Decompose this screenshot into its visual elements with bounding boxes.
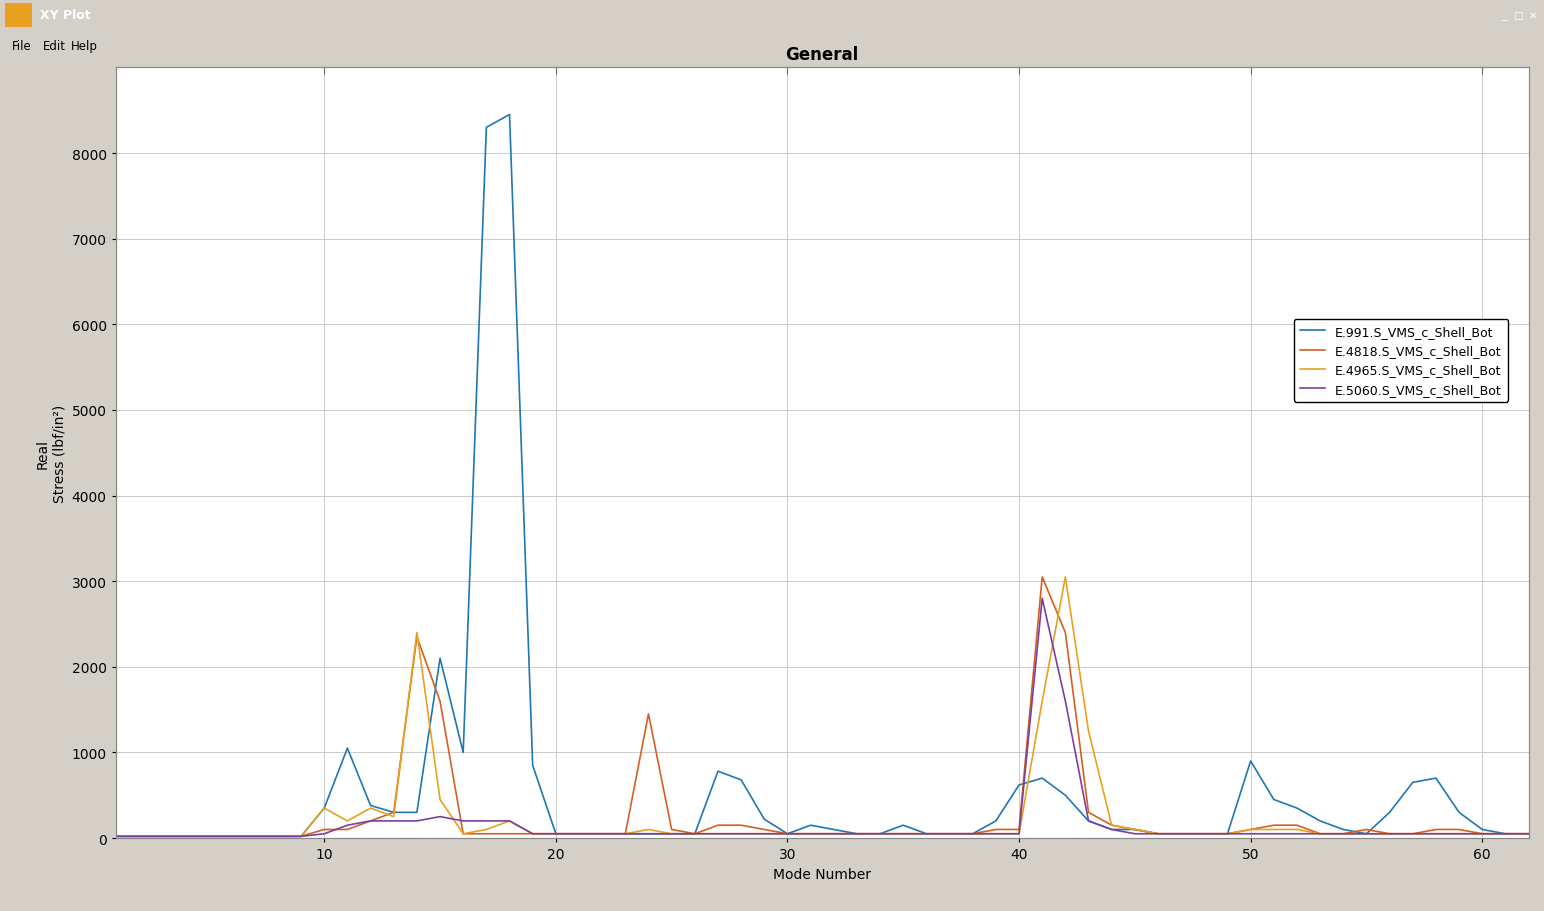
Text: XY Plot: XY Plot (40, 9, 91, 23)
Text: Edit: Edit (43, 40, 66, 54)
Text: _: _ (1501, 11, 1507, 21)
E.991.S_VMS_c_Shell_Bot (384, 807, 403, 818)
Legend: E.991.S_VMS_c_Shell_Bot, E.4818.S_VMS_c_Shell_Bot, E.4965.S_VMS_c_Shell_Bot, E.5: E.991.S_VMS_c_Shell_Bot, E.4818.S_VMS_c_… (1294, 319, 1508, 403)
E.991.S_VMS_c_Shell_Bot (1519, 828, 1538, 839)
E.5060.S_VMS_c_Shell_Bot (1357, 828, 1376, 839)
E.4818.S_VMS_c_Shell_Bot (477, 828, 496, 839)
E.4818.S_VMS_c_Shell_Bot (1033, 572, 1051, 583)
E.5060.S_VMS_c_Shell_Bot (1033, 593, 1051, 604)
E.991.S_VMS_c_Shell_Bot (1357, 828, 1376, 839)
E.4965.S_VMS_c_Shell_Bot (1519, 828, 1538, 839)
E.991.S_VMS_c_Shell_Bot (107, 831, 125, 842)
Bar (5, 4, 32, 28)
E.991.S_VMS_c_Shell_Bot (477, 123, 496, 134)
Title: General: General (786, 46, 858, 64)
E.4965.S_VMS_c_Shell_Bot (384, 812, 403, 823)
E.5060.S_VMS_c_Shell_Bot (107, 831, 125, 842)
E.991.S_VMS_c_Shell_Bot (500, 110, 519, 121)
E.4965.S_VMS_c_Shell_Bot (1056, 572, 1075, 583)
E.991.S_VMS_c_Shell_Bot (824, 824, 843, 835)
E.4818.S_VMS_c_Shell_Bot (801, 828, 820, 839)
E.991.S_VMS_c_Shell_Bot (987, 815, 1005, 826)
Line: E.5060.S_VMS_c_Shell_Bot: E.5060.S_VMS_c_Shell_Bot (116, 599, 1529, 836)
Y-axis label: Real
Stress (lbf/in²): Real Stress (lbf/in²) (36, 404, 66, 502)
Text: □: □ (1513, 11, 1522, 21)
E.4965.S_VMS_c_Shell_Bot (107, 831, 125, 842)
E.4818.S_VMS_c_Shell_Bot (107, 831, 125, 842)
Text: File: File (12, 40, 32, 54)
Line: E.4965.S_VMS_c_Shell_Bot: E.4965.S_VMS_c_Shell_Bot (116, 578, 1529, 836)
Line: E.991.S_VMS_c_Shell_Bot: E.991.S_VMS_c_Shell_Bot (116, 116, 1529, 836)
E.5060.S_VMS_c_Shell_Bot (222, 831, 241, 842)
E.4965.S_VMS_c_Shell_Bot (477, 824, 496, 835)
Text: Help: Help (71, 40, 97, 54)
E.5060.S_VMS_c_Shell_Bot (1519, 828, 1538, 839)
E.4965.S_VMS_c_Shell_Bot (963, 828, 982, 839)
E.4818.S_VMS_c_Shell_Bot (963, 828, 982, 839)
E.4818.S_VMS_c_Shell_Bot (1357, 824, 1376, 835)
E.4818.S_VMS_c_Shell_Bot (384, 807, 403, 818)
Text: ✕: ✕ (1529, 11, 1538, 21)
E.4965.S_VMS_c_Shell_Bot (1357, 828, 1376, 839)
E.5060.S_VMS_c_Shell_Bot (384, 815, 403, 826)
E.4965.S_VMS_c_Shell_Bot (801, 828, 820, 839)
E.5060.S_VMS_c_Shell_Bot (801, 828, 820, 839)
E.4965.S_VMS_c_Shell_Bot (222, 831, 241, 842)
E.4818.S_VMS_c_Shell_Bot (1519, 828, 1538, 839)
E.5060.S_VMS_c_Shell_Bot (477, 815, 496, 826)
E.4818.S_VMS_c_Shell_Bot (222, 831, 241, 842)
E.991.S_VMS_c_Shell_Bot (222, 831, 241, 842)
X-axis label: Mode Number: Mode Number (774, 866, 871, 881)
E.5060.S_VMS_c_Shell_Bot (963, 828, 982, 839)
Line: E.4818.S_VMS_c_Shell_Bot: E.4818.S_VMS_c_Shell_Bot (116, 578, 1529, 836)
